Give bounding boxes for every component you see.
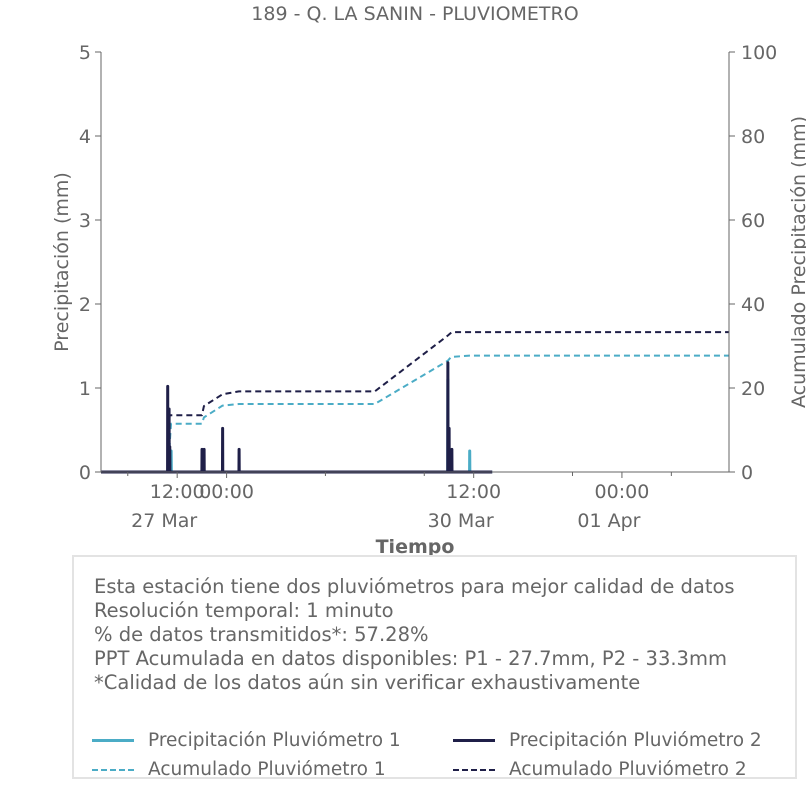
y2-axis-label: Acumulado Precipitación (mm) (788, 116, 806, 408)
legend-label: Precipitación Pluviómetro 2 (509, 730, 762, 751)
legend-swatch-solid-dark (453, 739, 495, 742)
y2-tick-label: 80 (741, 126, 765, 148)
y2-tick-label: 60 (741, 210, 765, 232)
y2-tick-label: 100 (741, 42, 777, 64)
legend-item-acum-p1: Acumulado Pluviómetro 1 (92, 759, 386, 780)
legend-swatch-dashed-light (92, 768, 134, 771)
info-line-accumulated: PPT Acumulada en datos disponibles: P1 -… (94, 647, 727, 670)
y2-tick-label: 40 (741, 294, 765, 316)
x-tick-date-label: 30 Mar (428, 510, 494, 532)
x-tick-label: 00:00 (595, 481, 650, 503)
y-tick-label: 1 (79, 378, 91, 400)
x-tick-date-label: 01 Apr (577, 510, 640, 532)
y-axis-label: Precipitación (mm) (51, 172, 73, 352)
info-line-resolution: Resolución temporal: 1 minuto (94, 599, 394, 622)
info-line-station: Esta estación tiene dos pluviómetros par… (94, 575, 735, 598)
legend-label: Acumulado Pluviómetro 1 (148, 759, 386, 780)
legend-item-precip-p2: Precipitación Pluviómetro 2 (453, 730, 762, 751)
x-tick-date-label: 27 Mar (131, 510, 197, 532)
info-lines: Esta estación tiene dos pluviómetros par… (94, 575, 735, 695)
info-box: Esta estación tiene dos pluviómetros par… (72, 555, 797, 780)
plot-lines (101, 331, 729, 474)
legend-label: Precipitación Pluviómetro 1 (148, 730, 401, 751)
y2-tick-label: 20 (741, 378, 765, 400)
y-tick-label: 3 (79, 210, 91, 232)
x-tick-label: 00:00 (199, 481, 254, 503)
x-tick-label: 12:00 (150, 481, 205, 503)
legend-swatch-solid-light (92, 739, 134, 742)
chart-title: 189 - Q. LA SANIN - PLUVIOMETRO (251, 3, 578, 25)
x-axis-label: Tiempo (376, 536, 455, 558)
series-line-4 (101, 331, 729, 473)
legend-item-precip-p1: Precipitación Pluviómetro 1 (92, 730, 401, 751)
series-line-2 (101, 361, 493, 474)
y-tick-label: 2 (79, 294, 91, 316)
legend-swatch-dashed-dark (453, 768, 495, 771)
y-tick-label: 0 (79, 462, 91, 484)
y-tick-label: 5 (79, 42, 91, 64)
x-tick-label: 12:00 (446, 481, 501, 503)
legend-item-acum-p2: Acumulado Pluviómetro 2 (453, 759, 747, 780)
info-line-transmitted: % de datos transmitidos*: 57.28% (94, 623, 429, 646)
series-line-1 (101, 378, 493, 474)
y2-tick-label: 0 (741, 462, 753, 484)
series-line-3 (101, 354, 729, 473)
legend-label: Acumulado Pluviómetro 2 (509, 759, 747, 780)
y-tick-label: 4 (79, 126, 91, 148)
info-line-quality: *Calidad de los datos aún sin verificar … (94, 671, 641, 694)
